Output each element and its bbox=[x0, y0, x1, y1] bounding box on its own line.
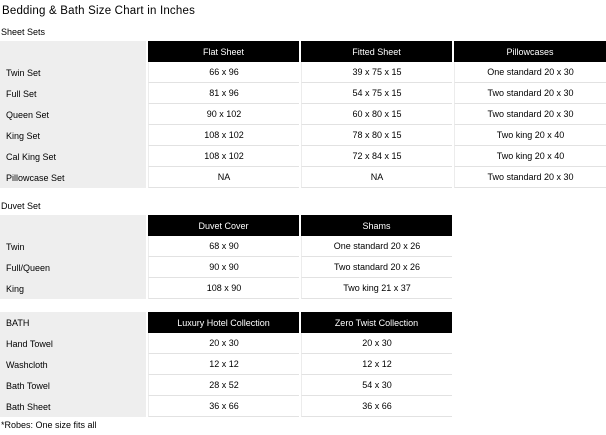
row-label: Twin bbox=[0, 236, 146, 257]
bath-table: BATH Luxury Hotel Collection Zero Twist … bbox=[0, 312, 606, 417]
size-cell: 39 x 75 x 15 bbox=[301, 62, 452, 83]
size-cell: 20 x 30 bbox=[148, 333, 299, 354]
size-cell: 36 x 66 bbox=[148, 396, 299, 417]
row-label: Bath Towel bbox=[0, 375, 146, 396]
size-cell: 66 x 96 bbox=[148, 62, 299, 83]
size-cell: 108 x 90 bbox=[148, 278, 299, 299]
size-cell: 54 x 75 x 15 bbox=[301, 83, 452, 104]
row-label: Queen Set bbox=[0, 104, 146, 125]
section-label-sheet-sets: Sheet Sets bbox=[1, 27, 46, 37]
sheet-sets-table: Flat Sheet Fitted Sheet Pillowcases Twin… bbox=[0, 41, 606, 188]
size-cell: 60 x 80 x 15 bbox=[301, 104, 452, 125]
size-cell: 108 x 102 bbox=[148, 146, 299, 167]
row-label: Washcloth bbox=[0, 354, 146, 375]
size-cell: 108 x 102 bbox=[148, 125, 299, 146]
size-cell: NA bbox=[148, 167, 299, 188]
row-label: Bath Sheet bbox=[0, 396, 146, 417]
size-cell: 12 x 12 bbox=[148, 354, 299, 375]
size-cell: Two standard 20 x 30 bbox=[454, 104, 606, 125]
size-cell: 90 x 102 bbox=[148, 104, 299, 125]
size-cell: 72 x 84 x 15 bbox=[301, 146, 452, 167]
column-header: Luxury Hotel Collection bbox=[148, 312, 299, 333]
size-cell: 20 x 30 bbox=[301, 333, 452, 354]
row-label: Full/Queen bbox=[0, 257, 146, 278]
size-cell: 68 x 90 bbox=[148, 236, 299, 257]
duvet-set-table: Duvet Cover Shams Twin 68 x 90 One stand… bbox=[0, 215, 606, 299]
size-chart-page: Bedding & Bath Size Chart in Inches Shee… bbox=[0, 4, 606, 435]
row-label: King bbox=[0, 278, 146, 299]
row-label: Pillowcase Set bbox=[0, 167, 146, 188]
row-label: Twin Set bbox=[0, 62, 146, 83]
size-cell: 12 x 12 bbox=[301, 354, 452, 375]
size-cell: 28 x 52 bbox=[148, 375, 299, 396]
column-header: Duvet Cover bbox=[148, 215, 299, 236]
corner-cell bbox=[0, 41, 146, 62]
bath-corner-label: BATH bbox=[0, 312, 146, 333]
size-cell: Two king 21 x 37 bbox=[301, 278, 452, 299]
size-cell: NA bbox=[301, 167, 452, 188]
row-label: Cal King Set bbox=[0, 146, 146, 167]
size-cell: One standard 20 x 26 bbox=[301, 236, 452, 257]
page-title: Bedding & Bath Size Chart in Inches bbox=[2, 5, 196, 17]
size-cell: Two standard 20 x 30 bbox=[454, 83, 606, 104]
column-header: Fitted Sheet bbox=[301, 41, 452, 62]
size-cell: 36 x 66 bbox=[301, 396, 452, 417]
size-cell: Two standard 20 x 30 bbox=[454, 167, 606, 188]
size-cell: Two standard 20 x 26 bbox=[301, 257, 452, 278]
column-header: Pillowcases bbox=[454, 41, 606, 62]
row-label: King Set bbox=[0, 125, 146, 146]
row-label: Full Set bbox=[0, 83, 146, 104]
corner-cell bbox=[0, 215, 146, 236]
size-cell: One standard 20 x 30 bbox=[454, 62, 606, 83]
size-cell: Two king 20 x 40 bbox=[454, 125, 606, 146]
size-cell: 81 x 96 bbox=[148, 83, 299, 104]
section-label-duvet-set: Duvet Set bbox=[1, 201, 41, 211]
column-header: Zero Twist Collection bbox=[301, 312, 452, 333]
size-cell: 90 x 90 bbox=[148, 257, 299, 278]
size-cell: 54 x 30 bbox=[301, 375, 452, 396]
column-header: Shams bbox=[301, 215, 452, 236]
row-label: Hand Towel bbox=[0, 333, 146, 354]
size-cell: Two king 20 x 40 bbox=[454, 146, 606, 167]
robes-footnote: *Robes: One size fits all bbox=[1, 420, 97, 430]
column-header: Flat Sheet bbox=[148, 41, 299, 62]
size-cell: 78 x 80 x 15 bbox=[301, 125, 452, 146]
